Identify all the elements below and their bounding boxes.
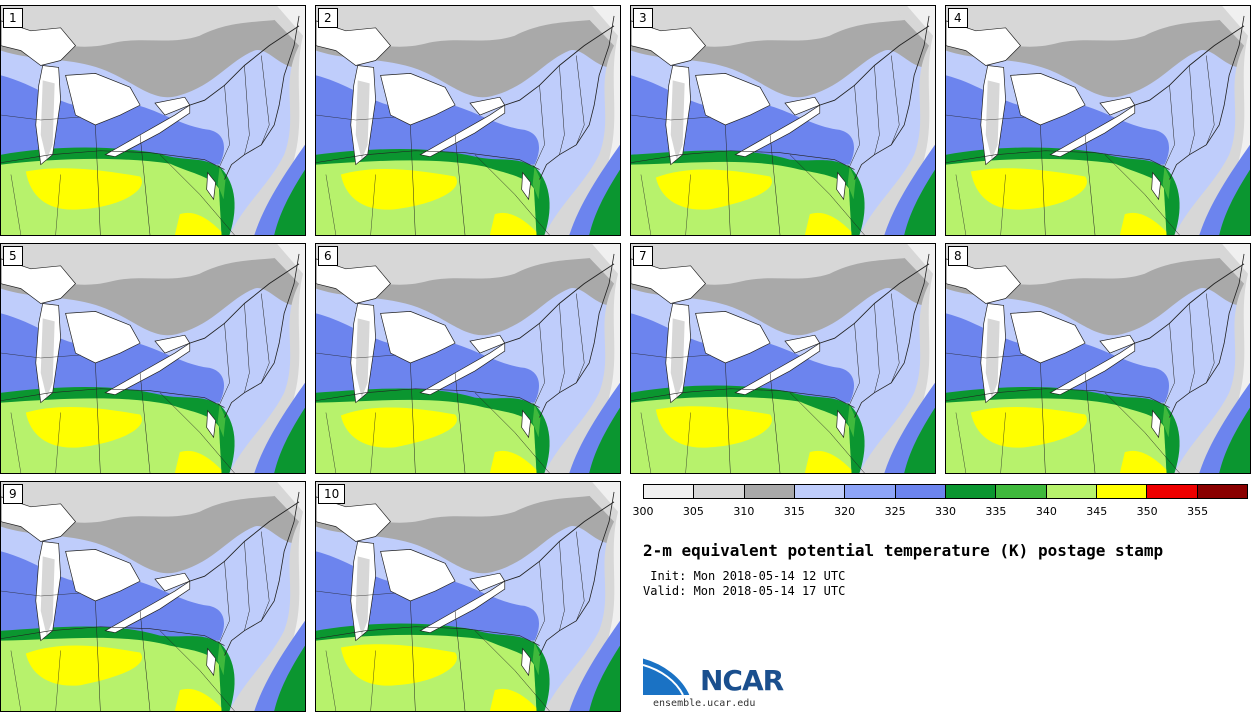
colorbar-tick-label: 355 bbox=[1187, 505, 1209, 518]
colorbar-tick-label: 320 bbox=[834, 505, 856, 518]
colorbar-tick-label: 315 bbox=[783, 505, 805, 518]
member-number-label: 8 bbox=[948, 246, 968, 266]
member-number-label: 3 bbox=[633, 8, 653, 28]
colorbar-ticks: 300 305 310 315 320 325 330 335 340 345 350 355 bbox=[633, 505, 1248, 521]
theta-e-map bbox=[1, 244, 305, 473]
colorbar-segment bbox=[1147, 485, 1198, 498]
theta-e-map bbox=[316, 482, 620, 711]
member-stamp-panel: 10 bbox=[315, 481, 621, 712]
member-stamp-panel: 2 bbox=[315, 5, 621, 236]
member-stamp-panel: 3 bbox=[630, 5, 936, 236]
figure-title: 2-m equivalent potential temperature (K)… bbox=[643, 541, 1164, 560]
colorbar-tick-label: 300 bbox=[632, 505, 654, 518]
colorbar-tick-label: 330 bbox=[935, 505, 956, 518]
colorbar-tick-label: 350 bbox=[1136, 505, 1158, 518]
theta-e-map bbox=[316, 6, 620, 235]
theta-e-map bbox=[1, 482, 305, 711]
member-stamp-panel: 1 bbox=[0, 5, 306, 236]
colorbar-segment bbox=[845, 485, 896, 498]
colorbar-tick-label: 335 bbox=[985, 505, 1007, 518]
colorbar-segment bbox=[694, 485, 745, 498]
colorbar-segment bbox=[996, 485, 1047, 498]
colorbar-segment bbox=[895, 485, 946, 498]
site-url: ensemble.ucar.edu bbox=[653, 698, 756, 709]
ncar-logo-icon bbox=[643, 655, 693, 696]
member-number-label: 1 bbox=[3, 8, 23, 28]
member-stamp-panel: 4 bbox=[945, 5, 1251, 236]
colorbar-segment bbox=[744, 485, 795, 498]
member-number-label: 7 bbox=[633, 246, 653, 266]
ncar-logo-text: NCAR bbox=[700, 664, 784, 697]
colorbar-segment bbox=[1046, 485, 1097, 498]
colorbar bbox=[643, 484, 1248, 499]
member-number-label: 10 bbox=[318, 484, 346, 504]
theta-e-map bbox=[946, 6, 1250, 235]
colorbar-tick-label: 345 bbox=[1086, 505, 1108, 518]
theta-e-map bbox=[631, 6, 935, 235]
member-number-label: 6 bbox=[318, 246, 338, 266]
valid-time: Valid: Mon 2018-05-14 17 UTC bbox=[643, 584, 846, 598]
colorbar-tick-label: 310 bbox=[733, 505, 755, 518]
colorbar-segment bbox=[794, 485, 846, 498]
theta-e-map bbox=[946, 244, 1250, 473]
colorbar-tick-label: 340 bbox=[1035, 505, 1057, 518]
theta-e-map bbox=[1, 6, 305, 235]
colorbar-tick-label: 305 bbox=[682, 505, 704, 518]
member-stamp-panel: 5 bbox=[0, 243, 306, 474]
colorbar-tick-label: 325 bbox=[884, 505, 906, 518]
theta-e-map bbox=[316, 244, 620, 473]
colorbar-segment bbox=[1197, 485, 1247, 498]
member-stamp-panel: 8 bbox=[945, 243, 1251, 474]
member-stamp-panel: 6 bbox=[315, 243, 621, 474]
member-number-label: 4 bbox=[948, 8, 968, 28]
colorbar-segment bbox=[945, 485, 997, 498]
member-number-label: 9 bbox=[3, 484, 23, 504]
member-stamp-panel: 9 bbox=[0, 481, 306, 712]
colorbar-segment bbox=[644, 485, 695, 498]
init-time: Init: Mon 2018-05-14 12 UTC bbox=[643, 569, 846, 583]
member-number-label: 5 bbox=[3, 246, 23, 266]
member-number-label: 2 bbox=[318, 8, 338, 28]
member-stamp-panel: 7 bbox=[630, 243, 936, 474]
colorbar-segment bbox=[1096, 485, 1148, 498]
theta-e-map bbox=[631, 244, 935, 473]
